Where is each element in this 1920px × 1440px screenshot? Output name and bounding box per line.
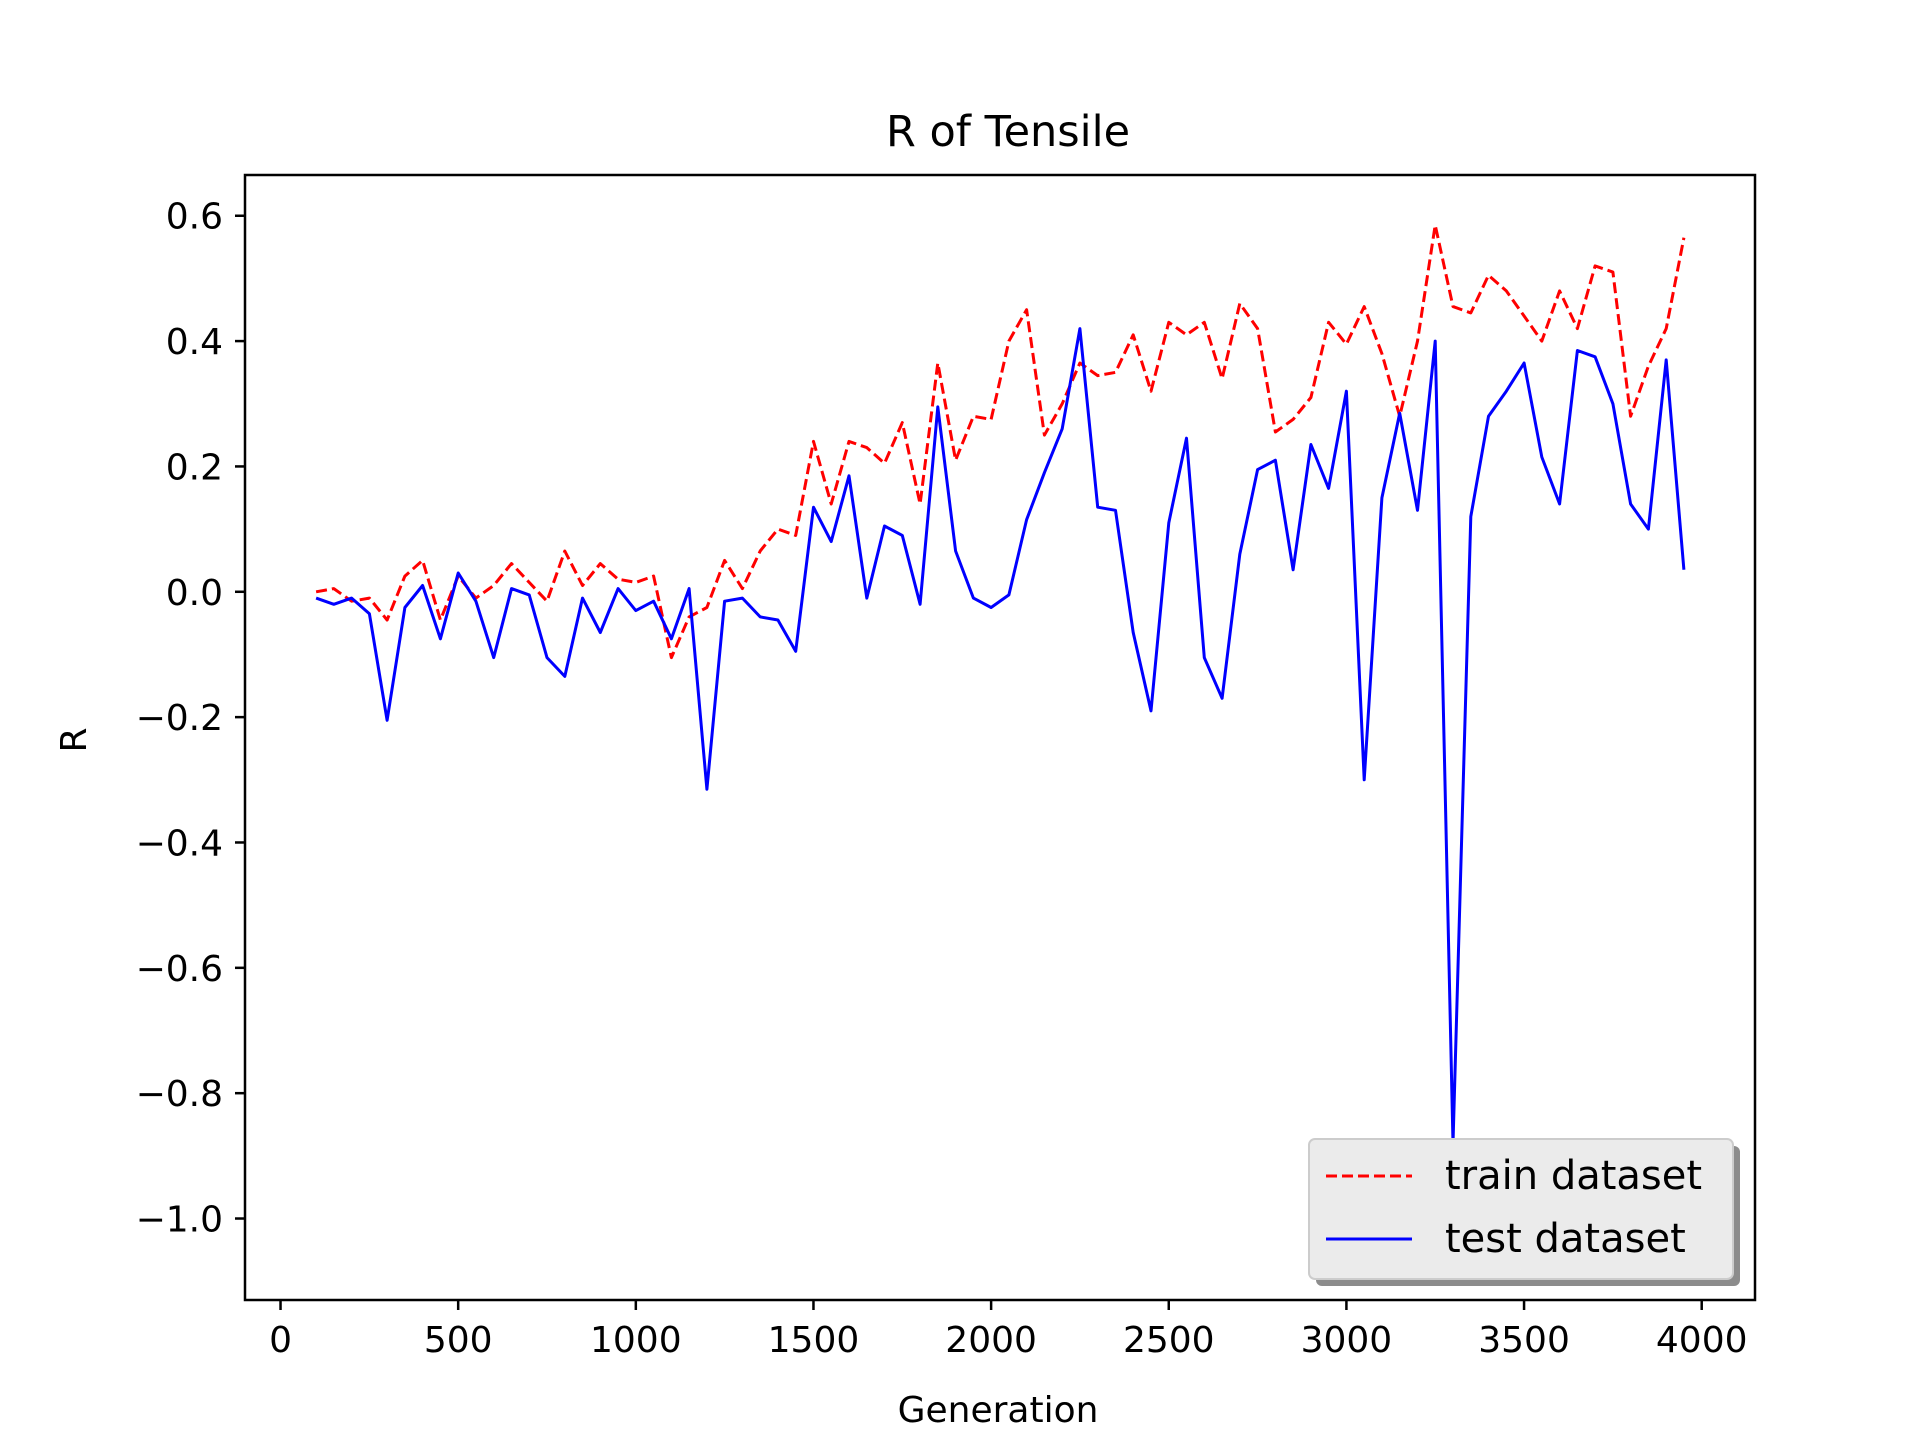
- plot-frame: [243, 173, 1757, 1302]
- y-tick-label: −0.8: [136, 1074, 223, 1115]
- x-tick-label: 3500: [1478, 1320, 1570, 1361]
- x-tick-label: 500: [424, 1320, 493, 1361]
- y-tick-label: −1.0: [136, 1200, 223, 1241]
- y-tick-label: 0.2: [166, 447, 223, 488]
- y-tick-label: 0.6: [166, 197, 223, 238]
- x-tick-label: 2500: [1123, 1320, 1215, 1361]
- y-tick-label: −0.4: [136, 823, 223, 864]
- y-tick-label: −0.2: [136, 698, 223, 739]
- y-tick-label: 0.0: [166, 573, 223, 614]
- chart-title: R of Tensile: [886, 107, 1130, 157]
- x-tick-label: 4000: [1656, 1320, 1748, 1361]
- legend-label-test: test dataset: [1445, 1216, 1686, 1262]
- legend-label-train: train dataset: [1445, 1153, 1702, 1199]
- x-tick-label: 2000: [945, 1320, 1037, 1361]
- legend: train dataset test dataset: [1308, 1138, 1740, 1286]
- series-line-test: [315, 327, 1686, 1145]
- legend-box: [1308, 1138, 1734, 1280]
- y-axis: 0.6 0.4 0.2 0.0 −0.2 −0.4 −0.6 −0.8 −1.0: [136, 197, 245, 1241]
- x-axis: 0 500 1000 1500 2000 2500 3000 3500 4000: [269, 1300, 1748, 1361]
- y-tick-label: 0.4: [166, 322, 223, 363]
- series-layer: [315, 223, 1686, 1145]
- x-axis-title: Generation: [898, 1390, 1099, 1431]
- series-line-train: [315, 223, 1686, 660]
- x-tick-label: 0: [269, 1320, 292, 1361]
- y-axis-title: R: [54, 727, 95, 752]
- x-tick-label: 1000: [590, 1320, 682, 1361]
- y-tick-label: −0.6: [136, 949, 223, 990]
- x-tick-label: 3000: [1301, 1320, 1393, 1361]
- x-tick-label: 1500: [768, 1320, 860, 1361]
